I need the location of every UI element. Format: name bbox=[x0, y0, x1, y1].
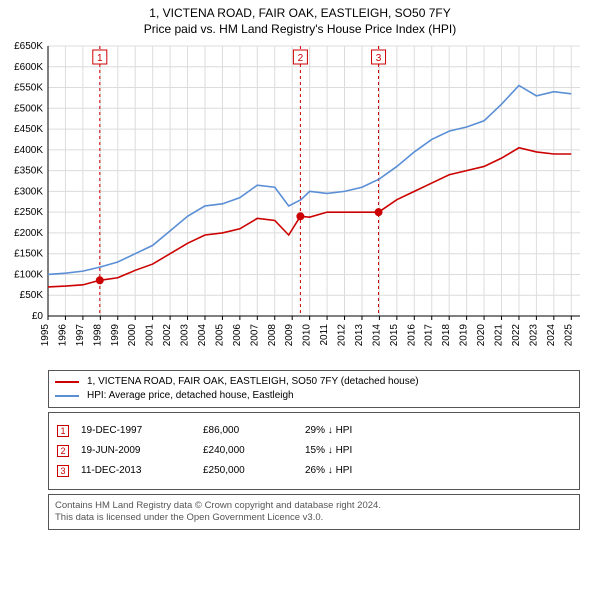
y-tick-label: £550K bbox=[14, 83, 43, 94]
chart: £0 £50K £100K £150K £200K £250K £300K £350K £400… bbox=[0, 36, 600, 366]
y-tick-label: £100K bbox=[14, 269, 43, 280]
y-tick-label: £450K bbox=[14, 124, 43, 135]
x-tick-label: 2007 bbox=[249, 324, 260, 347]
y-tick-label: £150K bbox=[14, 249, 43, 260]
footer-box: Contains HM Land Registry data © Crown c… bbox=[48, 494, 580, 530]
x-tick-label: 2003 bbox=[180, 324, 191, 347]
x-tick-label: 2013 bbox=[354, 324, 365, 347]
sales-pct: 26% ↓ HPI bbox=[305, 461, 352, 481]
sales-box: 1 19-DEC-1997 £86,000 29% ↓ HPI 2 19-JUN-2009… bbox=[48, 412, 580, 490]
sales-marker: 2 bbox=[57, 445, 69, 457]
x-tick-label: 2019 bbox=[459, 324, 470, 347]
chart-title: 1, VICTENA ROAD, FAIR OAK, EASTLEIGH, SO… bbox=[0, 0, 600, 36]
x-tick-label: 2005 bbox=[214, 324, 225, 347]
title-line-1: 1, VICTENA ROAD, FAIR OAK, EASTLEIGH, SO… bbox=[0, 6, 600, 20]
legend-box: 1, VICTENA ROAD, FAIR OAK, EASTLEIGH, SO… bbox=[48, 370, 580, 408]
title-line-2: Price paid vs. HM Land Registry's House … bbox=[0, 20, 600, 36]
sales-marker: 1 bbox=[57, 425, 69, 437]
x-tick-label: 2000 bbox=[127, 324, 138, 347]
y-tick-label: £200K bbox=[14, 228, 43, 239]
x-tick-label: 2001 bbox=[145, 324, 156, 347]
legend-swatch bbox=[55, 395, 79, 397]
x-tick-label: 2017 bbox=[424, 324, 435, 347]
sales-date: 19-DEC-1997 bbox=[81, 421, 191, 441]
legend-label: 1, VICTENA ROAD, FAIR OAK, EASTLEIGH, SO… bbox=[87, 375, 419, 389]
y-tick-label: £50K bbox=[20, 290, 44, 301]
y-tick-label: £650K bbox=[14, 41, 43, 52]
x-tick-label: 2010 bbox=[302, 324, 313, 347]
x-tick-label: 2020 bbox=[476, 324, 487, 347]
x-tick-label: 2023 bbox=[528, 324, 539, 347]
x-tick-label: 2022 bbox=[511, 324, 522, 347]
x-tick-label: 2021 bbox=[494, 324, 505, 347]
x-tick-label: 2018 bbox=[441, 324, 452, 347]
x-tick-label: 2012 bbox=[337, 324, 348, 347]
x-tick-label: 2024 bbox=[546, 324, 557, 347]
x-tick-label: 1996 bbox=[57, 324, 68, 347]
marker-label: 3 bbox=[376, 53, 382, 64]
x-tick-label: 2011 bbox=[319, 324, 330, 346]
y-tick-label: £400K bbox=[14, 145, 43, 156]
sales-price: £86,000 bbox=[203, 421, 293, 441]
marker-point bbox=[296, 212, 304, 220]
footer-line-2: This data is licensed under the Open Gov… bbox=[55, 512, 573, 524]
sales-row: 3 11-DEC-2013 £250,000 26% ↓ HPI bbox=[57, 461, 571, 481]
x-tick-label: 2002 bbox=[162, 324, 173, 347]
x-tick-label: 2015 bbox=[389, 324, 400, 347]
y-tick-label: £0 bbox=[32, 311, 44, 322]
x-tick-label: 2004 bbox=[197, 324, 208, 347]
sales-pct: 29% ↓ HPI bbox=[305, 421, 352, 441]
y-tick-label: £300K bbox=[14, 186, 43, 197]
x-tick-label: 2009 bbox=[284, 324, 295, 347]
y-tick-label: £250K bbox=[14, 207, 43, 218]
y-tick-label: £350K bbox=[14, 166, 43, 177]
x-tick-label: 2014 bbox=[371, 324, 382, 347]
x-tick-label: 2025 bbox=[563, 324, 574, 347]
sales-date: 19-JUN-2009 bbox=[81, 441, 191, 461]
marker-label: 1 bbox=[97, 53, 103, 64]
sales-pct: 15% ↓ HPI bbox=[305, 441, 352, 461]
x-tick-label: 1997 bbox=[75, 324, 86, 347]
footer-line-1: Contains HM Land Registry data © Crown c… bbox=[55, 500, 573, 512]
chart-svg: £0 £50K £100K £150K £200K £250K £300K £350K £400… bbox=[0, 36, 600, 366]
x-tick-label: 1998 bbox=[92, 324, 103, 347]
x-tick-label: 2008 bbox=[267, 324, 278, 347]
legend-label: HPI: Average price, detached house, East… bbox=[87, 389, 294, 403]
marker-point bbox=[375, 208, 383, 216]
marker-point bbox=[96, 276, 104, 284]
x-tick-label: 1999 bbox=[110, 324, 121, 347]
sales-marker: 3 bbox=[57, 465, 69, 477]
x-tick-label: 2006 bbox=[232, 324, 243, 347]
marker-label: 2 bbox=[298, 53, 304, 64]
sales-row: 2 19-JUN-2009 £240,000 15% ↓ HPI bbox=[57, 441, 571, 461]
x-tick-label: 2016 bbox=[406, 324, 417, 347]
y-tick-label: £500K bbox=[14, 103, 43, 114]
sales-row: 1 19-DEC-1997 £86,000 29% ↓ HPI bbox=[57, 421, 571, 441]
sales-date: 11-DEC-2013 bbox=[81, 461, 191, 481]
sales-price: £240,000 bbox=[203, 441, 293, 461]
sales-price: £250,000 bbox=[203, 461, 293, 481]
legend-item: 1, VICTENA ROAD, FAIR OAK, EASTLEIGH, SO… bbox=[55, 375, 573, 389]
legend-swatch bbox=[55, 381, 79, 383]
legend-item: HPI: Average price, detached house, East… bbox=[55, 389, 573, 403]
y-tick-label: £600K bbox=[14, 62, 43, 73]
x-tick-label: 1995 bbox=[40, 324, 51, 347]
